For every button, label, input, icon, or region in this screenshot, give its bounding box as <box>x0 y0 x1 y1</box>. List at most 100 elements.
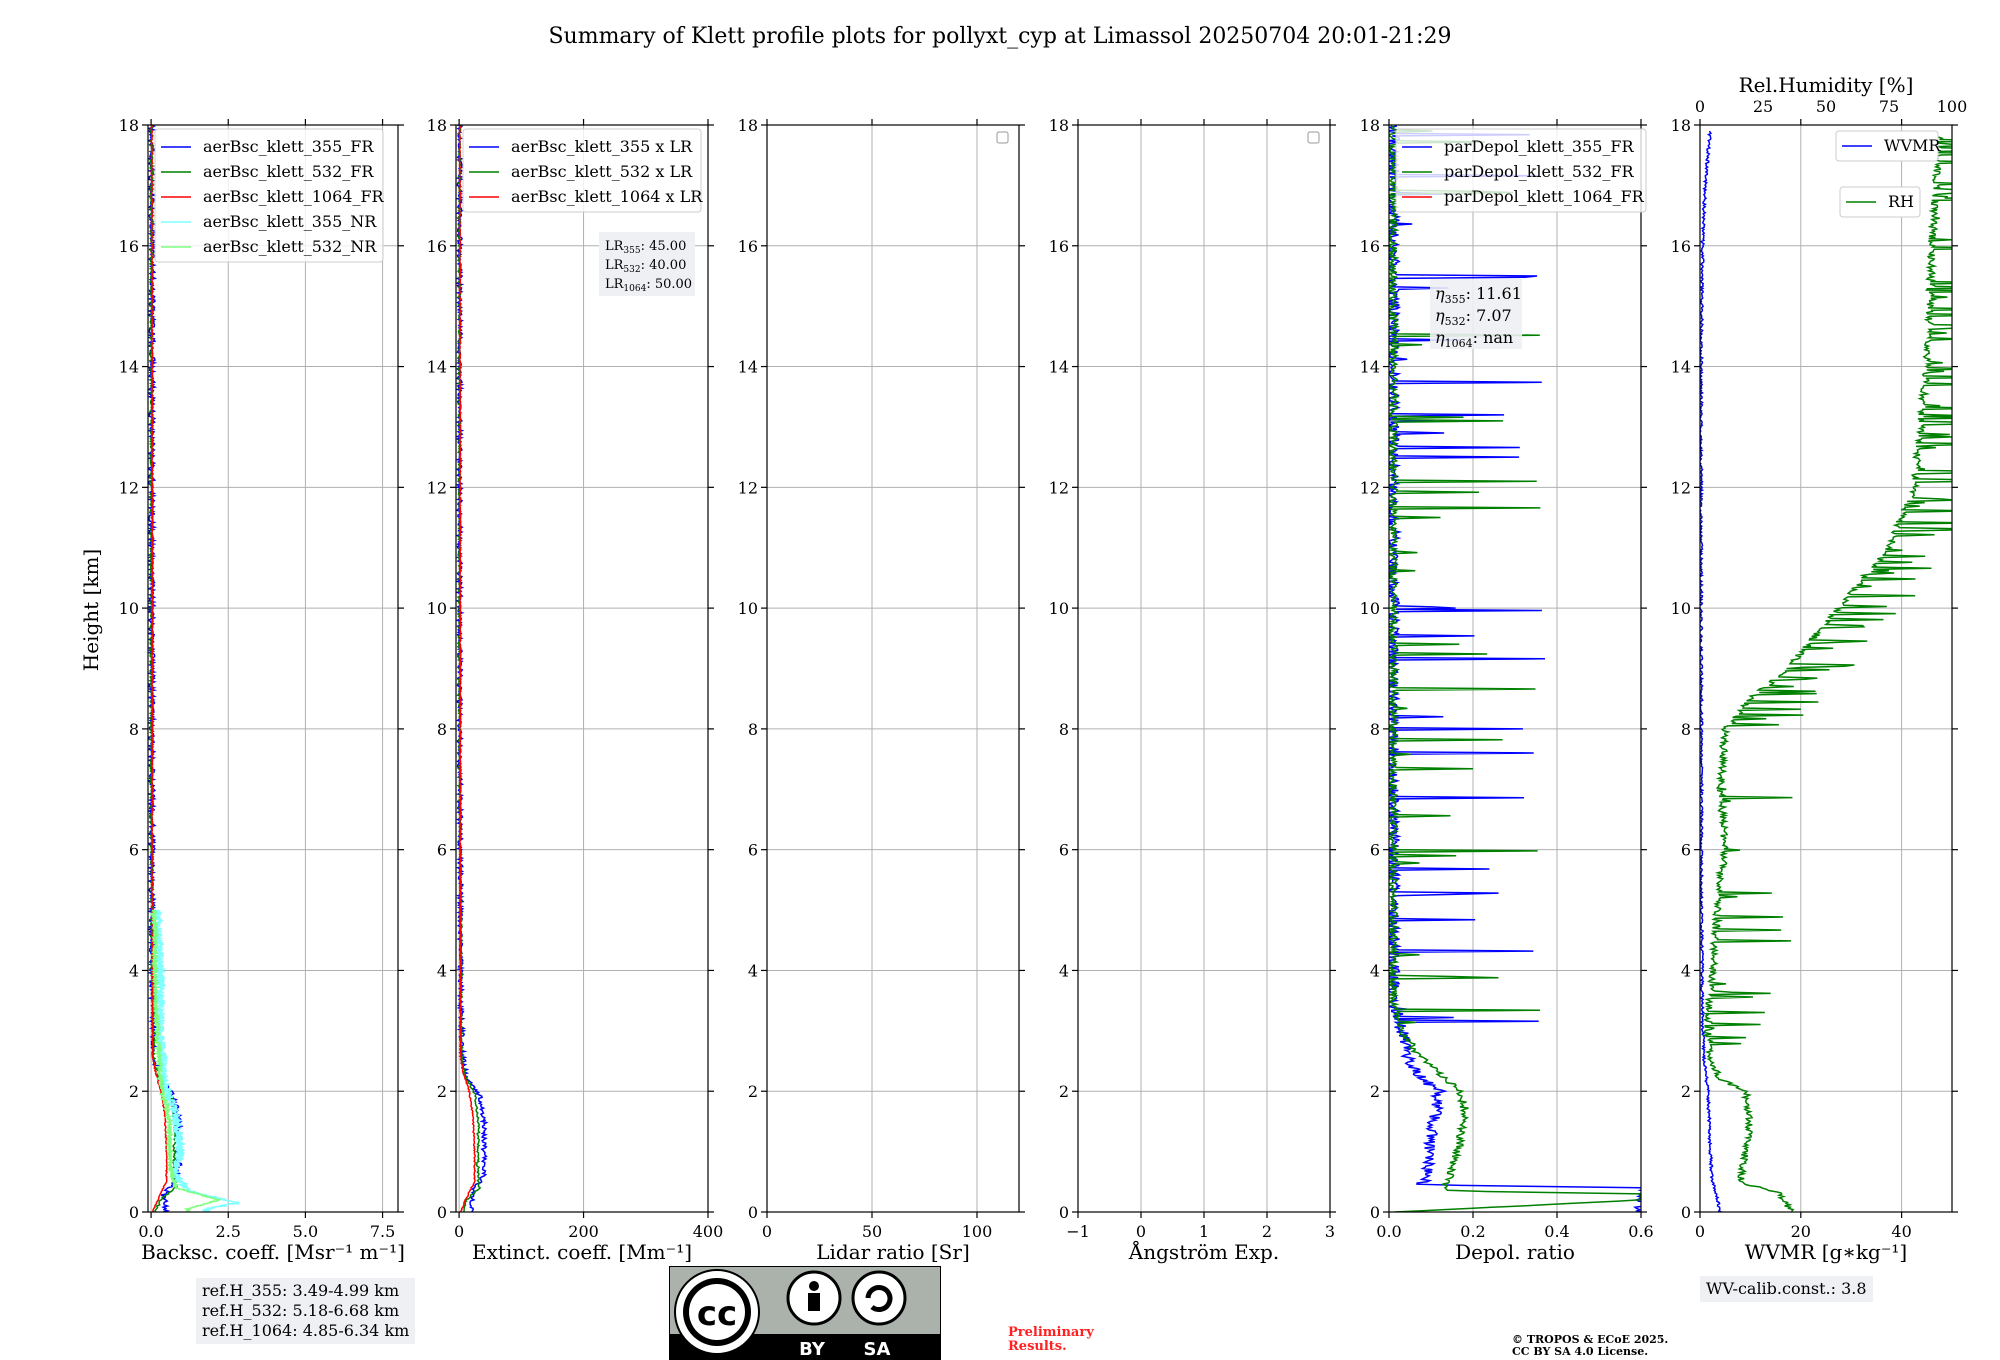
x-tick-label: 20 <box>1791 1222 1811 1241</box>
x-tick-label: 0 <box>454 1222 464 1241</box>
x-tick-label: 1 <box>1199 1222 1209 1241</box>
y-tick-label: 16 <box>119 237 139 256</box>
y-tick-label: 2 <box>129 1082 139 1101</box>
x-tick-label: 0 <box>1695 1222 1705 1241</box>
empty-legend <box>1307 131 1320 144</box>
y-tick-label: 8 <box>1059 720 1069 739</box>
x-axis-label: Backsc. coeff. [Msr⁻¹ m⁻¹] <box>141 1240 405 1264</box>
y-tick-label: 12 <box>1049 478 1069 497</box>
x-tick-label: −1 <box>1066 1222 1090 1241</box>
legend-label: parDepol_klett_532_FR <box>1444 162 1635 181</box>
y-tick-label: 12 <box>1360 478 1380 497</box>
y-tick-label: 4 <box>437 961 447 980</box>
y-tick-label: 18 <box>1049 116 1069 135</box>
y-tick-label: 10 <box>1360 599 1380 618</box>
x-axis-label: Lidar ratio [Sr] <box>816 1240 970 1264</box>
y-tick-label: 0 <box>437 1203 447 1222</box>
y-tick-label: 12 <box>427 478 447 497</box>
legend-label: aerBsc_klett_532 x LR <box>511 162 693 181</box>
y-tick-label: 10 <box>1671 599 1691 618</box>
y-tick-label: 6 <box>1681 841 1691 860</box>
x-tick-label: 200 <box>568 1222 599 1241</box>
y-tick-label: 0 <box>1681 1203 1691 1222</box>
y-tick-label: 18 <box>1360 116 1380 135</box>
y-tick-label: 4 <box>1681 961 1691 980</box>
top-x-tick-label: 25 <box>1753 97 1773 116</box>
legend-extinction: aerBsc_klett_355 x LR aerBsc_klett_532 x … <box>462 128 703 213</box>
y-tick-label: 0 <box>748 1203 758 1222</box>
x-tick-label: 7.5 <box>370 1222 395 1241</box>
cc-license-badge: cc BY SA <box>669 1266 941 1360</box>
y-tick-label: 10 <box>738 599 758 618</box>
figure-title: Summary of Klett profile plots for polly… <box>548 24 1451 49</box>
y-tick-label: 8 <box>437 720 447 739</box>
y-tick-label: 0 <box>129 1203 139 1222</box>
x-tick-label: 0.0 <box>138 1222 163 1241</box>
series-line-aerBsc_klett_1064 x LR <box>458 125 477 1212</box>
x-tick-label: 3 <box>1325 1222 1335 1241</box>
legend-label: parDepol_klett_355_FR <box>1444 137 1635 156</box>
y-tick-label: 4 <box>129 961 139 980</box>
y-tick-label: 2 <box>1681 1082 1691 1101</box>
y-tick-label: 8 <box>1370 720 1380 739</box>
y-axis-label: Height [km] <box>79 549 103 671</box>
wv-calib-box: WV-calib.const.: 3.8 <box>1700 1276 1873 1302</box>
y-tick-label: 4 <box>748 961 758 980</box>
y-tick-label: 0 <box>1370 1203 1380 1222</box>
y-tick-label: 14 <box>427 358 447 377</box>
empty-legend <box>996 131 1009 144</box>
axes-frame <box>455 124 709 1213</box>
eta-entry: η1064: nan <box>1435 328 1513 350</box>
x-tick-label: 2.5 <box>216 1222 241 1241</box>
x-axis-label: Extinct. coeff. [Mm⁻¹] <box>472 1240 692 1264</box>
legend-wvmr: WVMR <box>1835 130 1941 162</box>
cc-sa-label: SA <box>864 1339 891 1360</box>
y-tick-label: 12 <box>738 478 758 497</box>
top-x-tick-label: 0 <box>1695 97 1705 116</box>
y-tick-label: 2 <box>748 1082 758 1101</box>
y-tick-label: 6 <box>437 841 447 860</box>
copyright-line-1: © TROPOS & ECoE 2025. <box>1512 1333 1669 1346</box>
x-tick-label: 2 <box>1262 1222 1272 1241</box>
ref-height-box: ref.H_355: 3.49-4.99 km ref.H_532: 5.18-… <box>196 1278 416 1344</box>
x-tick-label: 0.6 <box>1628 1222 1653 1241</box>
y-tick-label: 4 <box>1059 961 1069 980</box>
y-tick-label: 8 <box>129 720 139 739</box>
y-tick-label: 14 <box>119 358 139 377</box>
series-line-aerBsc_klett_1064_FR <box>150 125 168 1212</box>
preliminary-note: Preliminary Results. <box>1008 1326 1094 1354</box>
legend-label: aerBsc_klett_355 x LR <box>511 137 693 156</box>
eta-entry: η532: 7.07 <box>1435 306 1512 328</box>
copyright-note: © TROPOS & ECoE 2025. CC BY SA 4.0 Licen… <box>1512 1334 1668 1358</box>
lr-entry: LR355: 45.00 <box>605 239 686 256</box>
series-line-RH <box>1701 136 1952 1212</box>
ref-height-532: ref.H_532: 5.18-6.68 km <box>202 1301 400 1320</box>
y-tick-label: 16 <box>1049 237 1069 256</box>
top-x-tick-label: 50 <box>1816 97 1836 116</box>
legend-rh: RH <box>1839 186 1921 218</box>
wv-calib-text: WV-calib.const.: 3.8 <box>1706 1279 1867 1298</box>
series-line-WVMR <box>1700 130 1722 1212</box>
lr-box: LR355: 45.00 LR532: 40.00 LR1064: 50.00 <box>599 232 695 296</box>
x-tick-label: 0 <box>762 1222 772 1241</box>
ref-height-355: ref.H_355: 3.49-4.99 km <box>202 1281 400 1300</box>
x-tick-label: 5.0 <box>293 1222 318 1241</box>
top-x-tick-label: 100 <box>1937 97 1968 116</box>
x-tick-label: 100 <box>962 1222 993 1241</box>
x-tick-label: 0 <box>1136 1222 1146 1241</box>
series-line-aerBsc_klett_532_NR <box>149 909 222 1212</box>
y-tick-label: 18 <box>738 116 758 135</box>
y-tick-label: 10 <box>119 599 139 618</box>
series-line-aerBsc_klett_355_FR <box>148 125 185 1212</box>
y-tick-label: 6 <box>129 841 139 860</box>
y-tick-label: 12 <box>119 478 139 497</box>
preliminary-line-2: Results. <box>1008 1339 1067 1354</box>
lr-entry: LR1064: 50.00 <box>605 277 692 294</box>
person-icon <box>809 1281 819 1291</box>
axes-frame <box>1699 124 1953 1213</box>
